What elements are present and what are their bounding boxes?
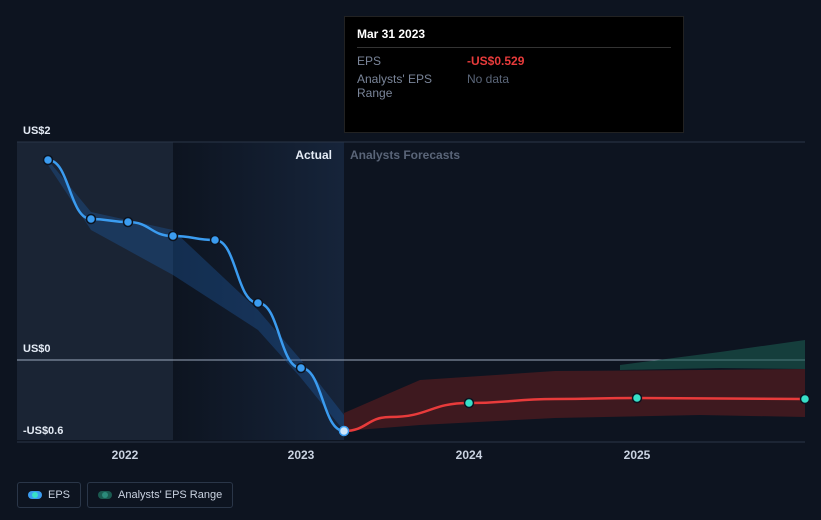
y-tick-label: US$2	[23, 125, 51, 137]
tooltip-label: Analysts' EPS Range	[357, 72, 467, 100]
legend: EPS Analysts' EPS Range	[17, 482, 233, 508]
x-tick-label: 2024	[456, 448, 483, 462]
legend-item-eps[interactable]: EPS	[17, 482, 81, 508]
x-tick-label: 2023	[288, 448, 315, 462]
y-tick-label: US$0	[23, 343, 51, 355]
region-label-actual: Actual	[295, 148, 332, 162]
legend-swatch	[98, 491, 112, 499]
tooltip-value: No data	[467, 72, 509, 100]
legend-swatch	[28, 491, 42, 499]
tooltip-row: EPS -US$0.529	[357, 52, 671, 70]
tooltip-date: Mar 31 2023	[357, 27, 671, 48]
chart-tooltip: Mar 31 2023 EPS -US$0.529 Analysts' EPS …	[344, 16, 684, 133]
region-label-forecast: Analysts Forecasts	[350, 148, 460, 162]
x-tick-label: 2025	[624, 448, 651, 462]
tooltip-label: EPS	[357, 54, 467, 68]
eps-chart: US$2 US$0 -US$0.6 2022 2023 2024 2025 Ac…	[0, 0, 821, 520]
y-tick-label: -US$0.6	[23, 425, 63, 437]
legend-item-eps-range[interactable]: Analysts' EPS Range	[87, 482, 233, 508]
x-tick-label: 2022	[112, 448, 139, 462]
tooltip-value: -US$0.529	[467, 54, 524, 68]
tooltip-row: Analysts' EPS Range No data	[357, 70, 671, 102]
legend-label: EPS	[48, 489, 70, 501]
legend-label: Analysts' EPS Range	[118, 489, 222, 501]
